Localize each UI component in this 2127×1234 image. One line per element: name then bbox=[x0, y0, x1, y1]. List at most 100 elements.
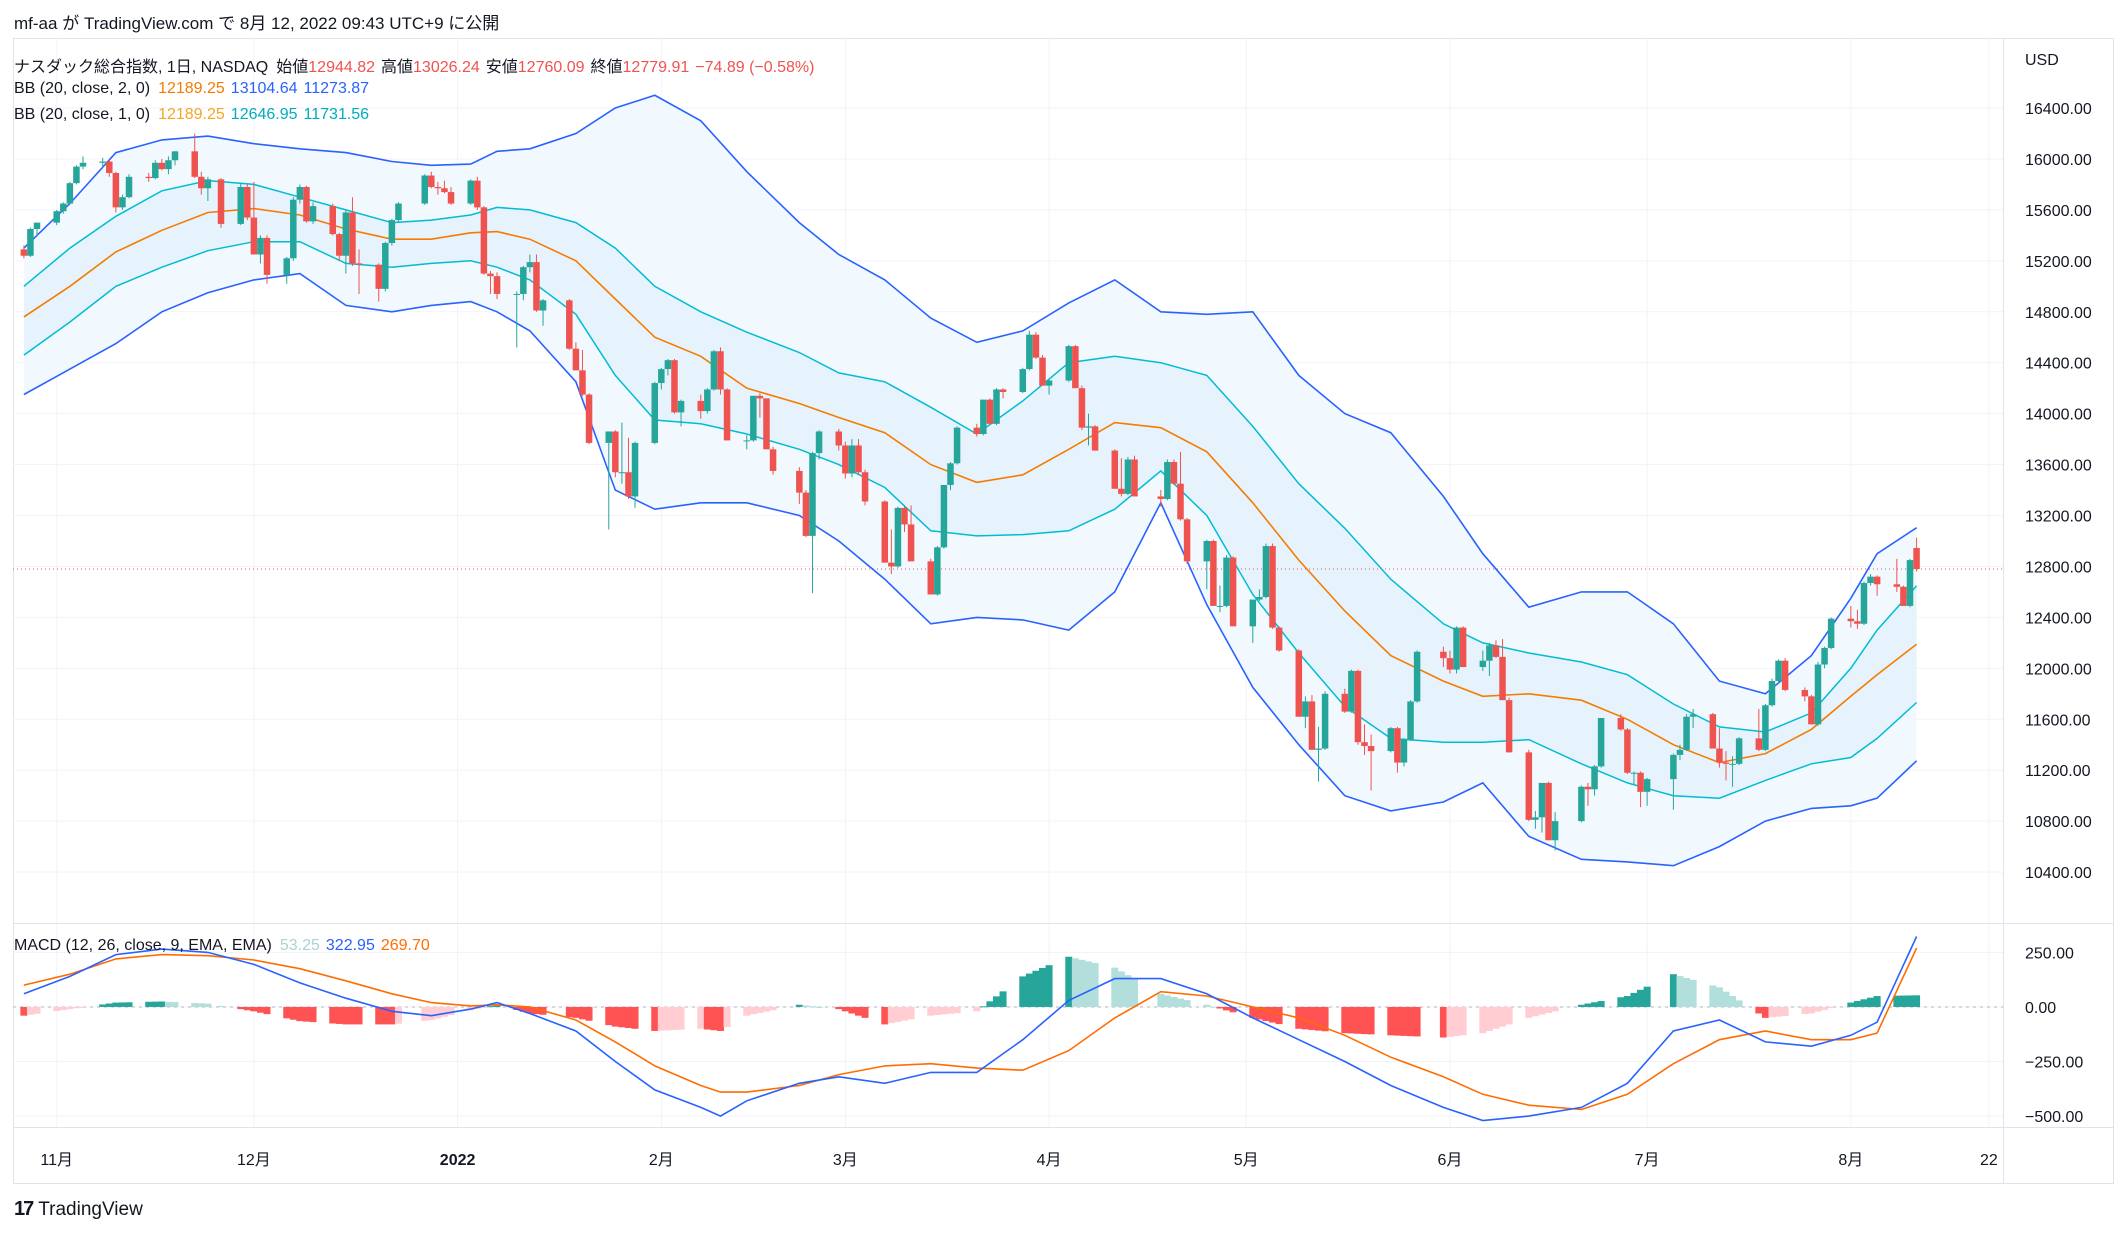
price-tick-label: 16400.00 bbox=[2025, 101, 2092, 118]
candle-body bbox=[1091, 426, 1099, 451]
macd-histogram-bar bbox=[105, 1003, 113, 1007]
bb1-legend[interactable]: BB (20, close, 1, 0) 12189.25 12646.95 1173… bbox=[14, 106, 375, 124]
price-tick-label: 14800.00 bbox=[2025, 305, 2092, 322]
candle-body bbox=[493, 276, 501, 294]
candle-body bbox=[513, 293, 521, 295]
candle-body bbox=[940, 484, 948, 548]
candle-body bbox=[947, 463, 954, 485]
candle-body bbox=[848, 445, 856, 474]
symbol-description[interactable]: ナスダック総合指数, 1日, NASDAQ bbox=[14, 59, 269, 76]
macd-histogram-bar bbox=[1209, 1006, 1217, 1008]
candle-body bbox=[1078, 388, 1086, 428]
macd-histogram-bar bbox=[973, 1006, 981, 1012]
candle-body bbox=[106, 161, 113, 173]
macd-histogram-bar bbox=[394, 1006, 402, 1024]
candle-body bbox=[204, 179, 212, 189]
publish-datetime: 8月 12, 2022 09:43 UTC+9 bbox=[239, 14, 444, 33]
macd-histogram-bar bbox=[1347, 1006, 1355, 1034]
macd-hist-value: 53.25 bbox=[279, 937, 320, 954]
macd-histogram-bar bbox=[1755, 1006, 1763, 1014]
time-tick-label: 6月 bbox=[1438, 1152, 1463, 1169]
candle-body bbox=[526, 262, 534, 268]
candle-body bbox=[1683, 716, 1690, 750]
macd-histogram-bar bbox=[486, 1006, 494, 1008]
candle-body bbox=[1630, 772, 1638, 774]
candle-body bbox=[1781, 660, 1789, 690]
macd-histogram-bar bbox=[986, 1001, 994, 1007]
macd-histogram-bar bbox=[1913, 995, 1921, 1007]
macd-histogram-bar bbox=[1407, 1006, 1415, 1037]
candle-body bbox=[809, 453, 816, 536]
candle-body bbox=[382, 243, 389, 289]
price-tick-label: 12800.00 bbox=[2025, 559, 2092, 576]
candle-body bbox=[756, 395, 764, 399]
candle-body bbox=[1735, 738, 1743, 764]
macd-histogram-bar bbox=[243, 1006, 251, 1011]
price-tick-label: 13600.00 bbox=[2025, 458, 2092, 475]
candle-body bbox=[1538, 782, 1546, 818]
candle-body bbox=[631, 442, 639, 497]
main-legend[interactable]: ナスダック総合指数, 1日, NASDAQ 始値12944.82 高値13026.2… bbox=[14, 53, 820, 77]
candle-body bbox=[33, 222, 41, 230]
macd-histogram-bar bbox=[1085, 961, 1093, 1007]
bb2-label[interactable]: BB (20, close, 2, 0) bbox=[14, 80, 151, 97]
bb2-legend[interactable]: BB (20, close, 2, 0) 12189.25 13104.64 1127… bbox=[14, 80, 375, 98]
macd-histogram-bar bbox=[1637, 989, 1645, 1007]
candle-body bbox=[1525, 752, 1533, 820]
macd-histogram-bar bbox=[1091, 962, 1099, 1007]
macd-histogram-bar bbox=[999, 991, 1007, 1007]
author-name[interactable]: mf-aa bbox=[14, 14, 58, 33]
price-tick-label: 12400.00 bbox=[2025, 610, 2092, 627]
candle-body bbox=[618, 472, 626, 474]
macd-histogram-bar bbox=[1873, 996, 1881, 1007]
macd-histogram-bar bbox=[1459, 1006, 1467, 1036]
candle-body bbox=[1032, 334, 1040, 358]
chart-svg[interactable]: USD 16400.00 16000.00 15600.00 15200.00 1480… bbox=[13, 38, 2114, 1184]
site-name[interactable]: TradingView.com bbox=[83, 14, 214, 33]
candle-body bbox=[539, 300, 547, 311]
macd-histogram-bar bbox=[605, 1006, 613, 1026]
macd-histogram-bar bbox=[532, 1006, 540, 1015]
macd-histogram-bar bbox=[434, 1006, 442, 1019]
macd-histogram-bar bbox=[329, 1006, 337, 1024]
macd-histogram-bar bbox=[118, 1002, 126, 1007]
macd-histogram-bar bbox=[1485, 1006, 1493, 1031]
candle-body bbox=[651, 383, 659, 443]
macd-histogram-bar bbox=[1531, 1006, 1539, 1017]
bb1-label[interactable]: BB (20, close, 1, 0) bbox=[14, 106, 151, 123]
candle-body bbox=[375, 264, 382, 289]
candle-body bbox=[717, 351, 724, 390]
macd-histogram-bar bbox=[933, 1006, 941, 1016]
macd-histogram-bar bbox=[657, 1006, 665, 1031]
macd-histogram-bar bbox=[1354, 1006, 1362, 1034]
candle-body bbox=[158, 162, 166, 170]
candle-body bbox=[1729, 763, 1736, 765]
macd-label[interactable]: MACD (12, 26, close, 9, EMA, EMA) bbox=[14, 937, 272, 954]
change-value: −74.89 (−0.58%) bbox=[695, 59, 815, 76]
macd-histogram-bar bbox=[79, 1006, 87, 1008]
macd-histogram-bar bbox=[1761, 1006, 1769, 1018]
chart-frame[interactable]: USD 16400.00 16000.00 15600.00 15200.00 1480… bbox=[13, 38, 2114, 1184]
macd-legend[interactable]: MACD (12, 26, close, 9, EMA, EMA) 53.25 32… bbox=[14, 937, 436, 955]
macd-histogram-bar bbox=[1216, 1006, 1224, 1009]
candle-body bbox=[1591, 766, 1598, 790]
candle-body bbox=[1118, 488, 1125, 494]
candle-body bbox=[1440, 651, 1447, 659]
close-label: 終値 bbox=[590, 59, 623, 76]
macd-histogram-bar bbox=[697, 1006, 705, 1029]
macd-histogram-bar bbox=[1111, 967, 1119, 1007]
macd-histogram-bar bbox=[1847, 1002, 1855, 1007]
macd-histogram-bar bbox=[1683, 977, 1691, 1007]
candle-body bbox=[1617, 717, 1625, 730]
tradingview-logo[interactable]: 17 TradingView bbox=[14, 1198, 143, 1221]
macd-histogram-bar bbox=[1170, 996, 1178, 1007]
bb1-upper-line bbox=[23, 179, 1918, 733]
macd-histogram-bar bbox=[20, 1006, 28, 1016]
candle-body bbox=[349, 212, 356, 264]
bb2-upper-line bbox=[23, 94, 1918, 695]
macd-histogram-bar bbox=[355, 1006, 363, 1025]
candle-body bbox=[1873, 576, 1881, 585]
candle-body bbox=[1348, 670, 1355, 712]
macd-histogram-bar bbox=[572, 1006, 580, 1018]
candle-body bbox=[1755, 738, 1763, 750]
